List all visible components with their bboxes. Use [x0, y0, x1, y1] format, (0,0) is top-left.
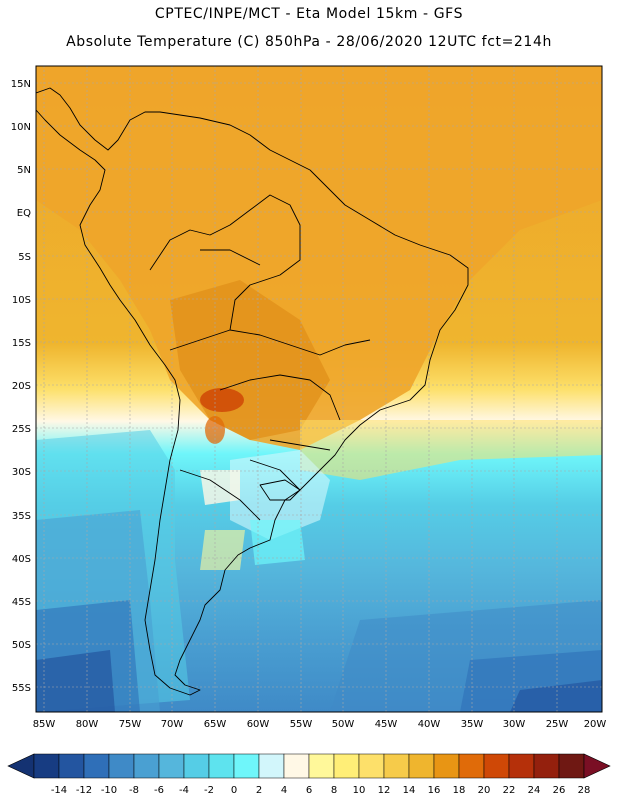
colorbar-label: 16: [428, 785, 441, 796]
colorbar-swatch: [233, 753, 260, 779]
temperature-field: [36, 66, 602, 712]
lon-label: 50W: [332, 719, 355, 730]
colorbar-label: 8: [331, 785, 337, 796]
colorbar-swatch: [533, 753, 560, 779]
colorbar-swatch: [308, 753, 335, 779]
colorbar: [7, 753, 611, 779]
lon-label: 40W: [418, 719, 441, 730]
colorbar-label: 22: [503, 785, 516, 796]
title-line-2: Absolute Temperature (C) 850hPa - 28/06/…: [66, 34, 552, 50]
lon-label: 30W: [503, 719, 526, 730]
lon-label: 60W: [247, 719, 270, 730]
colorbar-swatch: [433, 753, 460, 779]
colorbar-swatch: [358, 753, 385, 779]
colorbar-labels: -14 -12 -10 -8 -6 -4 -2 0 2 4 6 8 10 12 14 16 18 20 22 24 26…: [51, 785, 591, 796]
lat-label: 10N: [11, 122, 31, 133]
lat-label: 50S: [12, 640, 31, 651]
colorbar-label: -2: [204, 785, 214, 796]
lon-label: 75W: [119, 719, 142, 730]
lon-label: 80W: [76, 719, 99, 730]
lat-label: 15S: [12, 338, 31, 349]
lon-label: 55W: [290, 719, 313, 730]
lon-label: 65W: [204, 719, 227, 730]
lon-label: 35W: [461, 719, 484, 730]
colorbar-label: 0: [231, 785, 237, 796]
colorbar-swatch: [183, 753, 210, 779]
lat-label: EQ: [17, 208, 31, 219]
lon-label: 25W: [546, 719, 569, 730]
colorbar-swatch: [558, 753, 585, 779]
colorbar-label: 10: [353, 785, 366, 796]
lon-label: 20W: [584, 719, 607, 730]
lon-label: 85W: [33, 719, 56, 730]
coastlines-and-borders: [36, 87, 469, 696]
colorbar-swatch: [333, 753, 360, 779]
lat-label: 40S: [12, 554, 31, 565]
colorbar-swatch: [408, 753, 435, 779]
colorbar-swatch: [258, 753, 285, 779]
lat-label: 5S: [18, 252, 31, 263]
lat-label: 45S: [12, 597, 31, 608]
colorbar-swatch: [133, 753, 160, 779]
colorbar-swatch: [58, 753, 85, 779]
colorbar-swatch: [283, 753, 310, 779]
lat-label: 55S: [12, 683, 31, 694]
colorbar-swatches: [33, 753, 585, 779]
colorbar-swatch: [458, 753, 485, 779]
colorbar-label: 28: [578, 785, 591, 796]
colorbar-swatch: [158, 753, 185, 779]
colorbar-swatch: [83, 753, 110, 779]
colorbar-label: 20: [478, 785, 491, 796]
colorbar-swatch: [108, 753, 135, 779]
lat-label: 35S: [12, 511, 31, 522]
lat-label: 30S: [12, 467, 31, 478]
lat-label: 10S: [12, 295, 31, 306]
colorbar-label: 24: [528, 785, 541, 796]
colorbar-swatch: [208, 753, 235, 779]
colorbar-label: 14: [403, 785, 416, 796]
colorbar-swatch: [508, 753, 535, 779]
colorbar-low-arrow: [7, 753, 35, 779]
lon-label: 70W: [161, 719, 184, 730]
lat-label: 5N: [17, 165, 31, 176]
colorbar-label: 12: [378, 785, 391, 796]
colorbar-high-arrow: [583, 753, 611, 779]
longitude-labels: 85W 80W 75W 70W 65W 60W 55W 50W 45W 40W …: [33, 719, 607, 730]
colorbar-swatch: [383, 753, 410, 779]
lat-label: 15N: [11, 79, 31, 90]
colorbar-label: 6: [306, 785, 312, 796]
lon-label: 45W: [375, 719, 398, 730]
lat-label: 20S: [12, 381, 31, 392]
colorbar-swatch: [483, 753, 510, 779]
colorbar-label: -8: [129, 785, 139, 796]
map-frame: [35, 65, 603, 713]
colorbar-label: -10: [101, 785, 117, 796]
colorbar-label: 18: [453, 785, 466, 796]
colorbar-label: 4: [281, 785, 287, 796]
colorbar-label: -14: [51, 785, 67, 796]
latitude-labels: 15N 10N 5N EQ 5S 10S 15S 20S 25S 30S 35S…: [11, 79, 31, 694]
colorbar-label: -6: [154, 785, 164, 796]
title-line-1: CPTEC/INPE/MCT - Eta Model 15km - GFS: [154, 6, 464, 22]
colorbar-label: 2: [256, 785, 262, 796]
colorbar-label: -4: [179, 785, 189, 796]
lat-label: 25S: [12, 424, 31, 435]
colorbar-label: -12: [76, 785, 92, 796]
colorbar-swatch: [33, 753, 60, 779]
colorbar-label: 26: [553, 785, 566, 796]
